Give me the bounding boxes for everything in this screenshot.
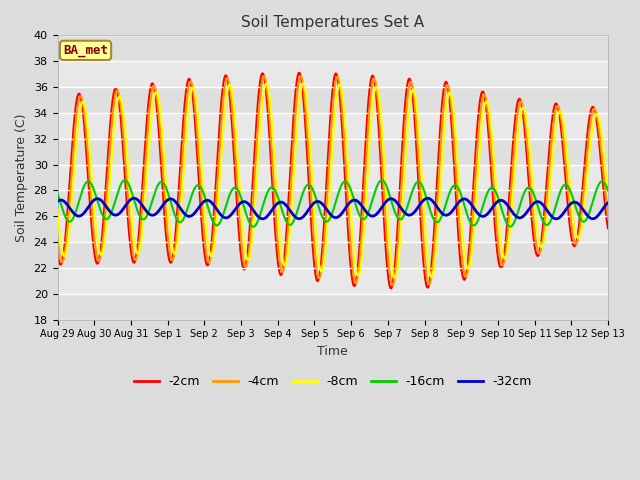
Bar xyxy=(58,242,608,268)
Legend: -2cm, -4cm, -8cm, -16cm, -32cm: -2cm, -4cm, -8cm, -16cm, -32cm xyxy=(129,370,537,393)
X-axis label: Time: Time xyxy=(317,345,348,358)
Y-axis label: Soil Temperature (C): Soil Temperature (C) xyxy=(15,113,28,242)
Bar xyxy=(58,139,608,165)
Title: Soil Temperatures Set A: Soil Temperatures Set A xyxy=(241,15,424,30)
Bar xyxy=(58,36,608,61)
Bar xyxy=(58,191,608,216)
Bar xyxy=(58,294,608,320)
Text: BA_met: BA_met xyxy=(63,44,108,57)
Bar xyxy=(58,87,608,113)
